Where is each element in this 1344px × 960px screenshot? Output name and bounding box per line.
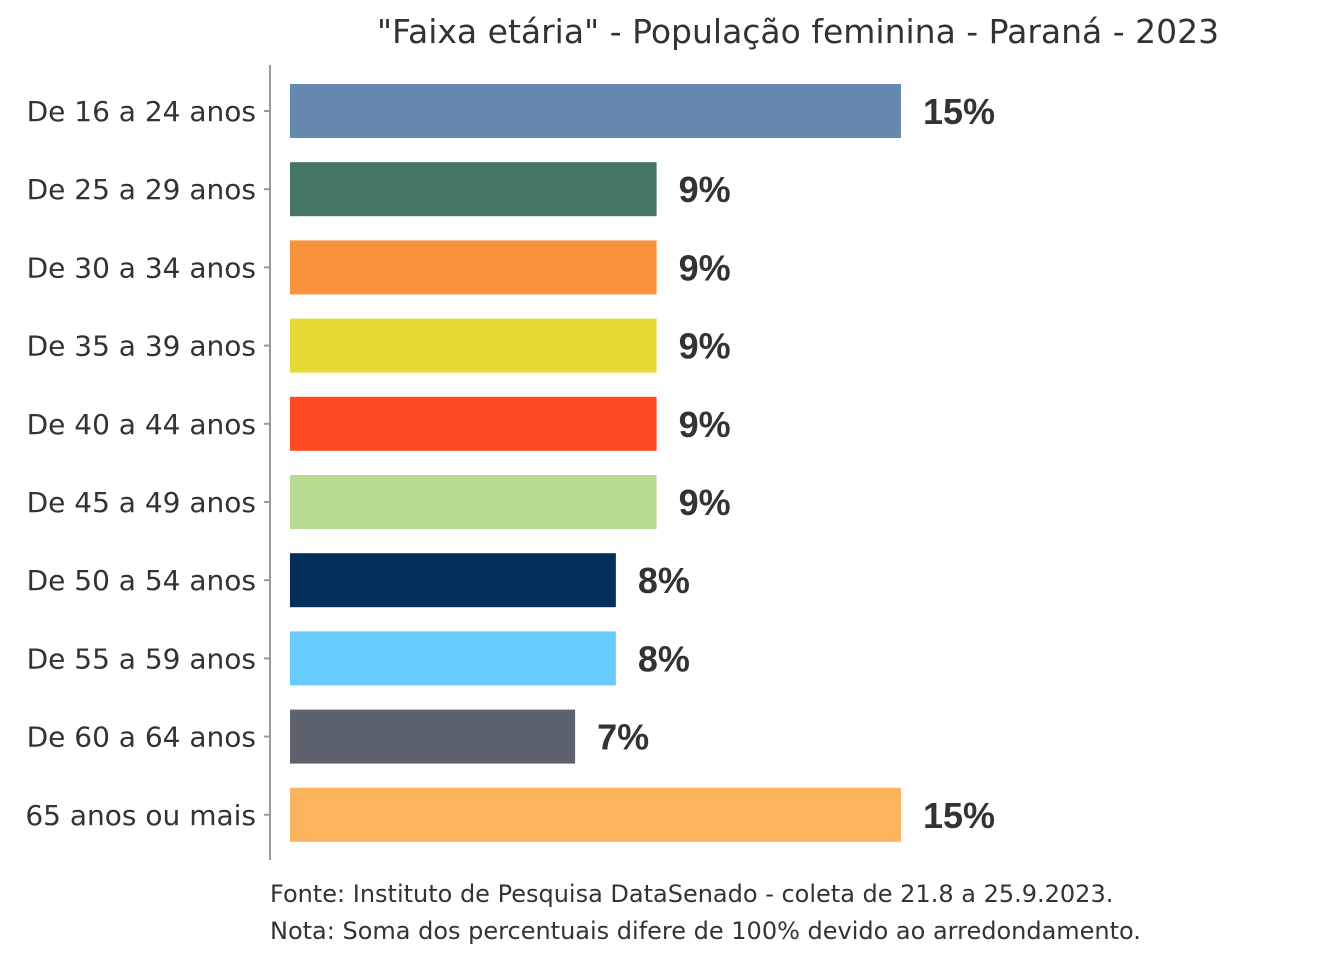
category-label: De 55 a 59 anos	[27, 642, 256, 675]
chart-title: "Faixa etária" - População feminina - Pa…	[377, 12, 1219, 51]
category-label: De 35 a 39 anos	[27, 330, 256, 363]
value-label: 8%	[638, 638, 690, 679]
value-label: 8%	[638, 560, 690, 601]
category-label: De 45 a 49 anos	[27, 486, 256, 519]
bar	[290, 84, 901, 138]
category-label: De 50 a 54 anos	[27, 564, 256, 597]
bar	[290, 553, 616, 608]
category-label: De 40 a 44 anos	[27, 408, 256, 441]
bar	[290, 396, 657, 451]
bar	[290, 709, 576, 764]
value-label: 9%	[679, 404, 731, 445]
category-label: De 16 a 24 anos	[27, 95, 256, 128]
note-caption: Nota: Soma dos percentuais difere de 100…	[270, 917, 1141, 945]
category-label: De 30 a 34 anos	[27, 251, 256, 284]
category-label: De 25 a 29 anos	[27, 173, 256, 206]
value-label: 9%	[679, 169, 731, 210]
value-label: 15%	[923, 91, 995, 132]
bars-group: De 16 a 24 anos 15% De 25 a 29 anos 9% De 30…	[25, 84, 995, 842]
bar	[290, 787, 901, 842]
source-caption: Fonte: Instituto de Pesquisa DataSenado …	[270, 880, 1113, 908]
bar	[290, 240, 657, 295]
value-label: 9%	[679, 326, 731, 367]
value-label: 7%	[597, 717, 649, 758]
category-label: De 60 a 64 anos	[27, 721, 256, 754]
value-label: 15%	[923, 795, 995, 836]
bar	[290, 318, 657, 373]
value-label: 9%	[679, 247, 731, 288]
bar	[290, 631, 616, 686]
bar	[290, 162, 657, 217]
bar	[290, 475, 657, 529]
category-label: 65 anos ou mais	[25, 799, 256, 832]
value-label: 9%	[679, 482, 731, 523]
